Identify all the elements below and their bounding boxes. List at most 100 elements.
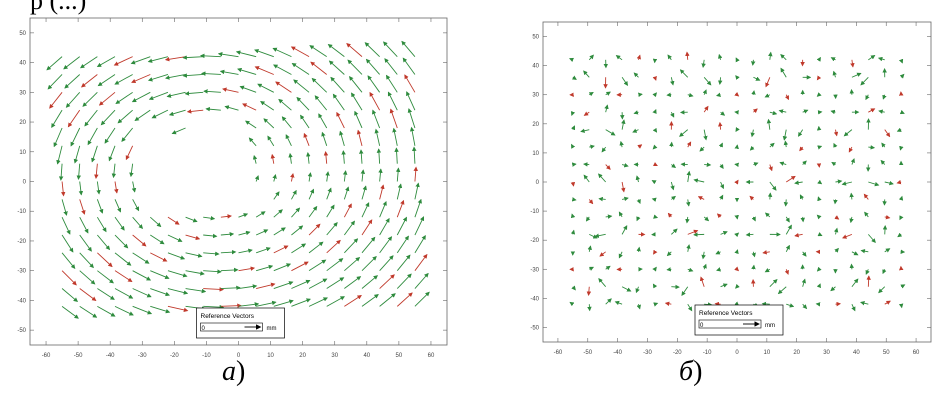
vector-arrow [597,173,607,183]
vector-arrow [588,266,594,271]
vector-arrow [850,59,855,68]
vector-arrow [267,135,275,147]
vector-arrow [598,278,607,288]
vector-arrow [344,256,361,272]
vector-arrow [701,59,706,68]
vector-arrow [599,251,606,257]
vector-arrow [571,143,576,149]
vector-arrow [220,232,235,237]
vector-arrow [378,168,383,182]
vector-arrow [114,181,119,194]
vector-arrow [764,93,771,98]
vector-arrow [321,131,328,146]
vector-arrow [664,301,672,307]
vector-arrow [203,251,220,257]
vector-arrow [61,305,79,319]
vector-arrow [652,127,658,133]
vector-arrow [569,301,575,307]
vector-arrow [96,181,101,195]
x-tick-label: -40 [613,350,622,356]
vector-arrow [114,216,125,231]
vector-arrow [97,252,113,268]
vector-arrow [80,74,98,88]
vector-arrow [734,91,740,97]
vector-arrow [679,69,689,78]
vector-arrow [868,108,876,113]
vector-arrow [318,113,328,129]
vector-arrow [817,232,823,237]
y-tick-label: -30 [530,267,539,273]
vector-arrow [882,269,887,275]
vector-arrow [768,51,773,60]
vector-arrow [343,220,355,236]
vector-arrow [61,216,71,235]
vector-arrow [326,187,332,200]
vector-arrow [652,75,657,81]
vector-arrow [150,288,171,297]
vector-arrow [794,232,803,238]
vector-arrow [79,288,97,302]
vector-arrow [238,266,256,272]
vector-arrow [769,142,775,148]
vector-arrow [834,247,839,253]
vector-arrow [49,92,63,109]
x-tick-label: 30 [823,350,830,356]
vector-arrow [308,259,327,272]
vector-arrow [699,146,705,152]
vector-arrow [238,248,253,254]
vector-arrow [778,109,787,114]
vector-arrow [108,145,116,162]
vector-arrow [717,77,723,85]
vector-arrow [588,92,594,97]
vector-arrow [384,58,398,75]
vector-arrow [308,297,328,307]
vector-arrow [588,199,594,205]
vector-arrow [621,181,626,193]
vector-arrow [203,269,222,274]
vector-arrow [273,245,289,254]
vector-arrow [860,76,869,86]
vector-arrow [132,199,140,212]
vector-arrow [256,264,274,272]
vector-arrow [720,231,728,236]
vector-arrow [306,151,311,164]
vector-arrow [719,194,724,200]
vector-arrow [356,129,363,146]
vector-arrow [703,76,712,86]
vector-arrow [802,303,808,310]
vector-arrow [816,92,822,97]
vector-arrow [779,161,787,166]
vector-arrow [782,129,788,141]
vector-arrow [734,266,740,272]
y-tick-label: 30 [532,93,539,99]
vector-arrow [749,195,755,201]
vector-arrow [652,266,657,272]
panel-a-chart: -60 -50 -40 -30 -20 -10 0 10 20 30 40 50 60 50 40 30 20 1… [17,17,448,359]
vector-arrow [394,147,399,164]
vector-arrow [718,121,723,130]
vector-arrow [651,197,657,202]
vector-arrow [168,109,186,116]
vector-arrow [762,250,770,255]
vector-arrow [70,127,81,147]
vector-arrow [716,267,722,272]
vector-arrow [849,216,854,224]
vector-arrow [716,213,722,219]
vector-arrow [409,126,416,146]
vector-arrow [82,91,98,107]
x-tick-label: -50 [74,353,83,359]
vector-arrow [619,140,624,148]
vector-arrow [817,145,823,150]
y-tick-label: -40 [530,296,539,302]
vector-arrow [735,75,740,81]
vector-arrow [749,145,755,151]
vector-arrow [167,270,188,278]
vector-arrow [308,278,328,289]
vector-arrow [898,195,904,201]
vector-arrow [841,181,853,186]
vector-arrow [766,118,772,130]
vector-arrow [395,167,401,182]
y-tick-label: -10 [17,209,26,215]
vector-arrow [670,111,675,118]
vector-arrow [220,214,232,219]
